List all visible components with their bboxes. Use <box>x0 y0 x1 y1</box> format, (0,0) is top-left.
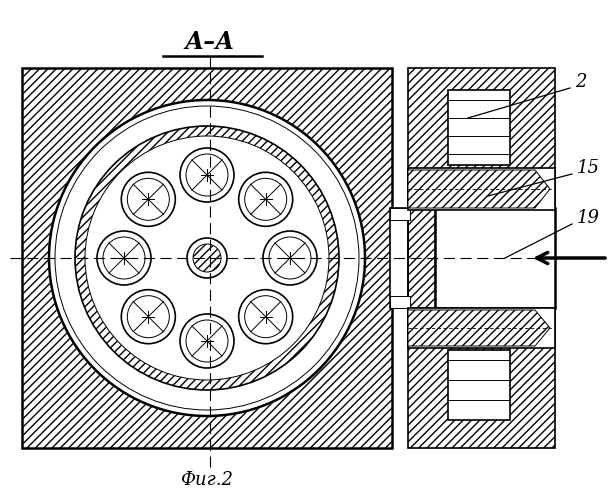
Circle shape <box>245 178 287 220</box>
Text: 15: 15 <box>577 159 600 177</box>
Bar <box>390 296 410 308</box>
Circle shape <box>55 106 359 410</box>
Circle shape <box>75 126 339 390</box>
Circle shape <box>127 296 169 338</box>
Circle shape <box>48 99 366 417</box>
Circle shape <box>245 296 287 338</box>
Text: А–А: А–А <box>185 30 235 54</box>
Circle shape <box>85 136 329 380</box>
Circle shape <box>121 172 175 227</box>
Bar <box>435 208 555 308</box>
Bar <box>22 68 392 448</box>
Circle shape <box>269 237 311 279</box>
Circle shape <box>263 231 317 285</box>
Circle shape <box>186 154 228 196</box>
Circle shape <box>193 244 221 272</box>
Polygon shape <box>408 310 550 346</box>
Bar <box>448 90 510 165</box>
Text: 2: 2 <box>575 73 587 91</box>
Circle shape <box>239 172 293 227</box>
Circle shape <box>180 314 234 368</box>
Circle shape <box>49 100 365 416</box>
Bar <box>390 208 408 308</box>
Circle shape <box>103 237 145 279</box>
Bar <box>408 168 555 210</box>
Bar <box>408 308 555 448</box>
Text: Фиг.2: Фиг.2 <box>180 471 234 489</box>
Bar <box>408 208 435 308</box>
Circle shape <box>187 238 227 278</box>
Circle shape <box>180 148 234 202</box>
Bar <box>408 68 555 208</box>
Polygon shape <box>408 170 550 208</box>
Circle shape <box>121 290 175 344</box>
Circle shape <box>97 231 151 285</box>
Circle shape <box>239 290 293 344</box>
Bar <box>390 208 410 220</box>
Circle shape <box>186 320 228 362</box>
Circle shape <box>127 178 169 220</box>
Text: 19: 19 <box>577 209 600 227</box>
Bar <box>448 350 510 420</box>
Bar <box>408 308 555 348</box>
